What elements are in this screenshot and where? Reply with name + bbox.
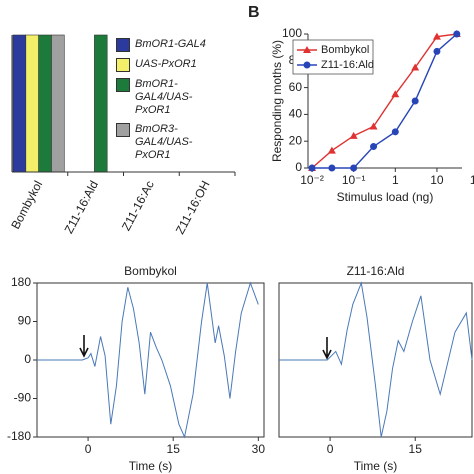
x-tick-label: 10² [470, 173, 474, 187]
legend-label: BmOR1-GAL4/UAS-PxOR1 [135, 78, 193, 116]
stimulus-arrow [79, 335, 89, 358]
chart-title: Z11-16:Ald [347, 264, 405, 278]
y-tick-label: 90 [18, 314, 32, 328]
series-line [37, 281, 259, 439]
y-tick-label: 60 [289, 80, 303, 94]
marker [411, 97, 419, 105]
x-tick-label: 10⁻¹ [342, 173, 366, 187]
x-tick-label: 30 [252, 442, 266, 456]
legend-entry: BmOR3-GAL4/UAS-PxOR1 [116, 123, 241, 162]
x-tick-label: 1 [392, 173, 399, 187]
bar [12, 34, 27, 173]
legend-label: Z11-16:Ald [321, 59, 374, 71]
x-axis-label: Time (s) [129, 459, 173, 473]
chart-title: Bombykol [124, 264, 177, 278]
marker [391, 128, 399, 136]
marker [308, 164, 316, 172]
marker [432, 32, 441, 40]
x-tick-label: Z11-16:OH [173, 178, 213, 236]
y-axis-label: Responding moths (%) [270, 40, 284, 162]
bar [51, 34, 65, 173]
marker [369, 122, 378, 130]
panel-label: B [248, 4, 260, 21]
y-tick-label: 20 [289, 133, 303, 147]
y-tick-label: 40 [289, 107, 303, 121]
marker [350, 164, 358, 172]
legend-label: BmOR3-GAL4/UAS-PxOR1 [135, 123, 193, 161]
series-line [312, 33, 458, 169]
legend-swatch [116, 58, 130, 72]
legend-entry: BmOR1-GAL4/UAS-PxOR1 [116, 78, 241, 117]
x-tick-label: Z11-16:Ald [62, 178, 102, 236]
legend-marker [303, 61, 311, 69]
marker [433, 47, 441, 55]
marker [328, 164, 336, 172]
bar [94, 34, 108, 173]
marker [349, 131, 358, 139]
legend-entry: UAS-PxOR1 [116, 58, 241, 72]
stimulus-arrow [322, 337, 332, 360]
x-tick-label: 0 [85, 442, 92, 456]
bar [38, 34, 52, 173]
y-tick-label: 0 [24, 352, 31, 366]
legend-label: UAS-PxOR1 [135, 58, 197, 70]
marker [327, 146, 336, 154]
legend-box: BmOR1-GAL4 UAS-PxOR1 BmOR1-GAL4/UAS-PxOR1 B… [116, 38, 241, 162]
y-tick-label: -180 [7, 429, 31, 443]
bar [25, 34, 39, 173]
x-tick-label: Z11-16:Ac [119, 178, 157, 233]
y-tick-label: 100 [282, 26, 302, 40]
legend-marker [303, 46, 311, 53]
legend-entry: BmOR1-GAL4 [116, 38, 241, 52]
legend: BmOR1-GAL4 UAS-PxOR1 BmOR1-GAL4/UAS-PxOR1 B… [116, 38, 241, 162]
x-tick-label: Bombykol [8, 178, 45, 231]
series-line [311, 33, 457, 169]
x-tick-label: 10⁻² [300, 173, 324, 187]
y-tick-label: -90 [14, 391, 32, 405]
x-tick-label: 10 [430, 173, 444, 187]
marker [391, 90, 400, 98]
legend-label: Bombykol [321, 44, 369, 56]
legend-label: BmOR1-GAL4 [135, 38, 206, 50]
y-tick-label: 180 [11, 275, 31, 289]
marker [411, 63, 420, 71]
series-line [279, 281, 473, 438]
legend-swatch [116, 123, 130, 137]
x-tick-label: 15 [409, 442, 423, 456]
x-axis-label: Time (s) [354, 459, 398, 473]
x-tick-label: 15 [167, 442, 181, 456]
x-axis-label: Stimulus load (ng) [337, 190, 434, 204]
x-tick-label: 0 [327, 442, 334, 456]
y-tick-label: 0 [295, 160, 302, 174]
marker [453, 30, 461, 38]
legend-swatch [116, 78, 130, 92]
legend-swatch [116, 38, 130, 52]
marker [370, 143, 378, 151]
